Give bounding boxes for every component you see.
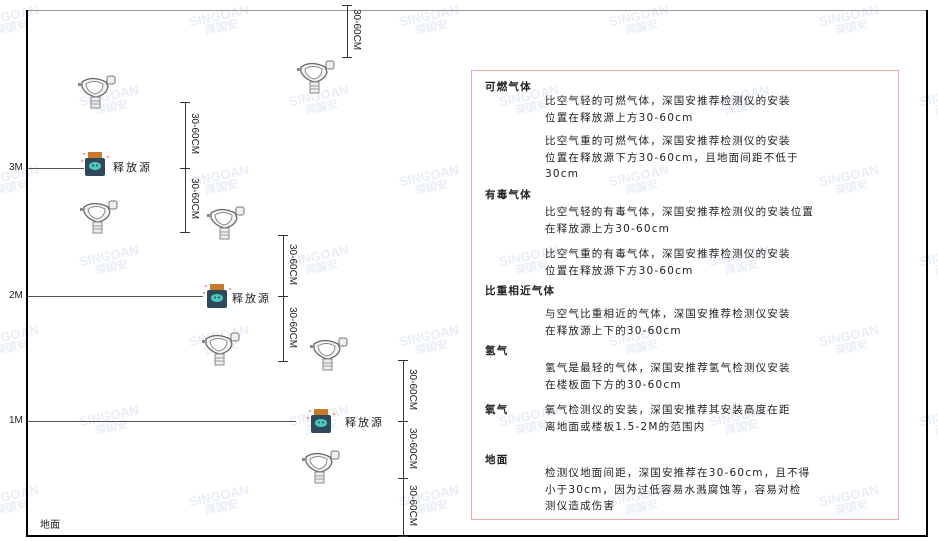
dimension-tick xyxy=(278,235,288,236)
dimension-line xyxy=(283,235,284,296)
legend-text-line: 比空气轻的可燃气体，深国安推荐检测仪的安装 xyxy=(545,95,791,107)
legend-section-title: 氢气 xyxy=(485,345,509,357)
legend-text-line: 与空气比重相近的气体，深国安推荐检测仪安装 xyxy=(545,308,791,320)
source-label-1m: 释放源 xyxy=(345,416,384,429)
dimension-tick xyxy=(342,5,352,6)
legend-section-title: 地面 xyxy=(485,454,509,466)
dimension-label: 30-60CM xyxy=(287,243,298,285)
gas-detector-icon xyxy=(310,335,352,375)
gas-detector-icon xyxy=(78,73,120,113)
legend-text-line: 比空气轻的有毒气体，深国安推荐检测仪的安装位置 xyxy=(545,206,815,218)
dimension-label: 30-60CM xyxy=(351,9,362,51)
legend-text-line: 位置在释放源下方30-60cm，且地面间距不低于 xyxy=(545,151,799,164)
legend-text-line: 离地面或楼板1.5-2M的范围内 xyxy=(545,420,706,433)
dimension-tick xyxy=(398,478,408,479)
frame-left xyxy=(26,10,28,537)
level-3m: 3M xyxy=(9,162,23,173)
source-label-3m: 释放源 xyxy=(113,161,152,174)
legend-text-line: 检测仪地面间距，深国安推荐在30-60cm，且不得 xyxy=(545,467,811,479)
legend-text-line: 氢气是最轻的气体，深国安推荐氢气检测仪安装 xyxy=(545,362,791,374)
level-3m-line xyxy=(28,168,84,169)
gas-detector-icon xyxy=(297,58,339,98)
source-label-2m: 释放源 xyxy=(232,292,271,305)
ground-label: 地面 xyxy=(40,520,60,531)
legend-text-line: 氧气检测仪的安装，深国安推荐其安装高度在距 xyxy=(545,404,791,416)
gas-detector-icon xyxy=(80,198,122,238)
level-2m: 2M xyxy=(9,290,23,301)
dimension-line xyxy=(347,5,348,57)
dimension-tick xyxy=(180,102,190,103)
gas-detector-icon xyxy=(302,448,344,488)
dimension-tick xyxy=(342,57,352,58)
dimension-label: 30-60CM xyxy=(189,178,200,220)
legend-text-line: 比空气重的有毒气体，深国安推荐检测仪的安装 xyxy=(545,248,791,260)
dimension-tick xyxy=(278,296,288,297)
dimension-line xyxy=(185,102,186,168)
dimension-label: 30-60CM xyxy=(287,306,298,348)
level-2m-line xyxy=(28,296,203,297)
frame-bottom-ground xyxy=(26,535,928,537)
legend-section-title: 可燃气体 xyxy=(485,81,532,93)
frame-right xyxy=(926,10,928,537)
dimension-tick xyxy=(180,168,190,169)
legend-text-line: 小于30cm，因为过低容易水溅腐蚀等，容易对检 xyxy=(545,483,802,496)
release-source-icon xyxy=(202,283,232,313)
dimension-tick xyxy=(398,421,408,422)
legend-text-line: 在释放源上下的30-60cm xyxy=(545,324,682,337)
legend-text-line: 30cm xyxy=(545,168,580,180)
dimension-label: 30-60CM xyxy=(407,427,418,469)
dimension-line xyxy=(403,360,404,421)
dimension-tick xyxy=(398,360,408,361)
dimension-label: 30-60CM xyxy=(189,113,200,155)
dimension-label: 30-60CM xyxy=(407,368,418,410)
release-source-icon xyxy=(306,408,336,438)
dimension-line xyxy=(403,421,404,478)
dimension-tick xyxy=(398,536,408,537)
dimension-tick xyxy=(180,232,190,233)
frame-top xyxy=(27,10,928,11)
legend-section-title: 比重相近气体 xyxy=(485,285,556,297)
gas-detector-icon xyxy=(202,330,244,370)
release-source-icon xyxy=(80,151,110,181)
dimension-tick xyxy=(278,361,288,362)
level-1m: 1M xyxy=(9,415,23,426)
dimension-line xyxy=(283,296,284,361)
dimension-line xyxy=(403,478,404,536)
legend-text-line: 位置在释放源上方30-60cm xyxy=(545,111,694,124)
legend-text-line: 在释放源上方30-60cm xyxy=(545,222,671,235)
legend-section-title: 氧气 xyxy=(485,404,509,416)
legend-section-title: 有毒气体 xyxy=(485,189,532,201)
legend-box: 可燃气体比空气轻的可燃气体，深国安推荐检测仪的安装 位置在释放源上方30-60cm… xyxy=(471,70,899,520)
legend-text-line: 位置在释放源下方30-60cm xyxy=(545,264,694,277)
dimension-label: 30-60CM xyxy=(407,485,418,527)
legend-text-line: 比空气重的可燃气体，深国安推荐检测仪的安装 xyxy=(545,135,791,147)
legend-text-line: 测仪造成伤害 xyxy=(545,500,616,512)
dimension-line xyxy=(185,168,186,232)
level-1m-line xyxy=(28,421,296,422)
legend-text-line: 在楼板面下方的30-60cm xyxy=(545,378,682,391)
gas-detector-icon xyxy=(207,204,249,244)
